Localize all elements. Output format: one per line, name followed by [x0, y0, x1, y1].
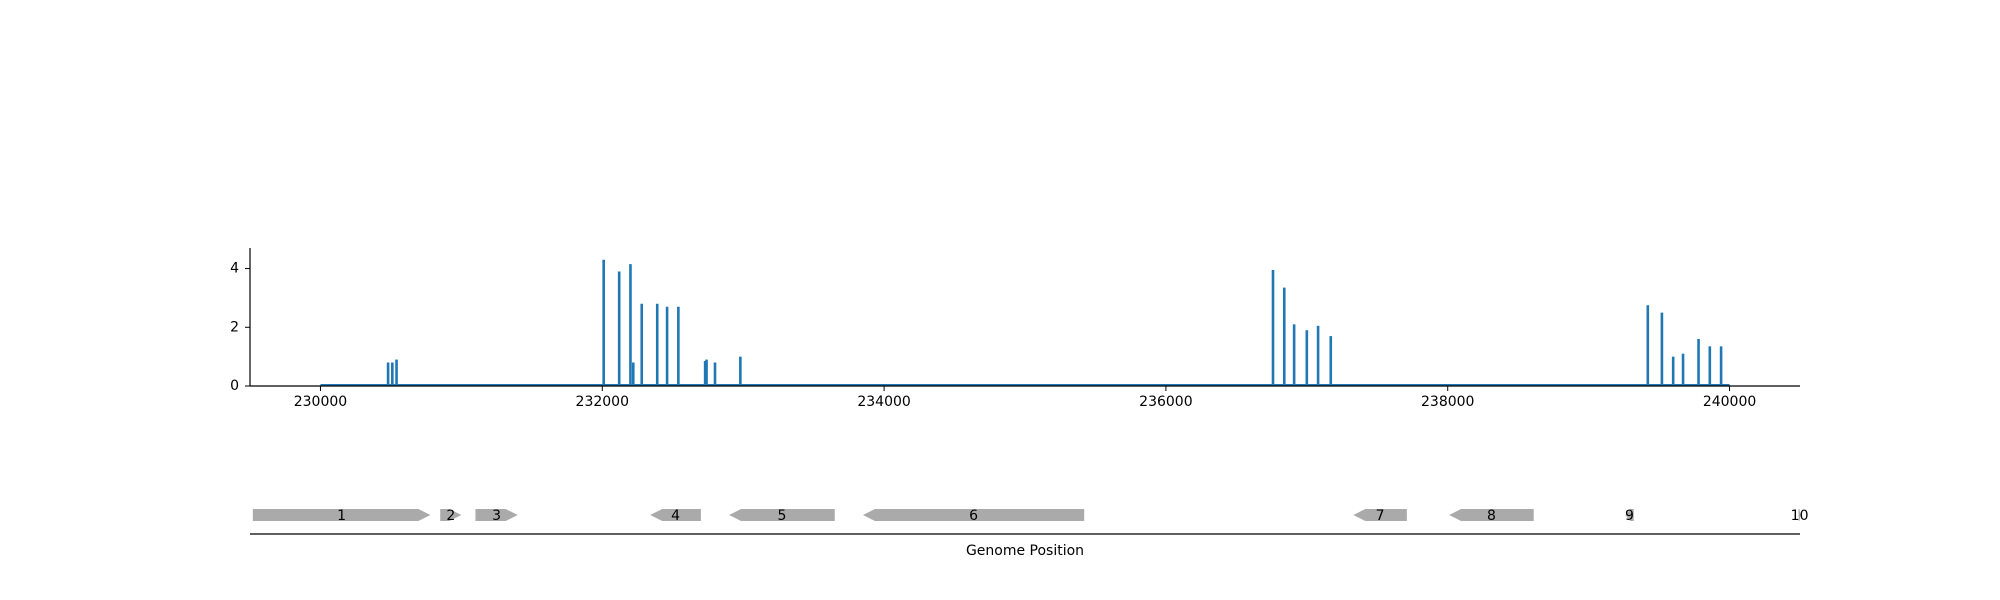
x-tick-label: 234000	[857, 394, 910, 410]
y-tick-label: 2	[230, 319, 239, 335]
gene-arrow	[475, 509, 518, 521]
gene-label: 1	[337, 508, 346, 524]
gene-label: 4	[671, 508, 680, 524]
x-ticks: 230000 232000 234000 236000 238000 240000	[294, 386, 1756, 410]
gene-label: 5	[777, 508, 786, 524]
signal-bars	[386, 259, 1723, 386]
signal-plot: 230000 232000 234000 236000 238000 240000 0 2 4	[230, 248, 1800, 410]
gene-label: 6	[969, 508, 978, 524]
gene-arrow	[252, 509, 431, 521]
gene-arrow	[729, 509, 835, 521]
x-tick-label: 238000	[1421, 394, 1474, 410]
x-tick-label: 236000	[1139, 394, 1192, 410]
gene-arrow	[1449, 509, 1534, 521]
gene-label: 8	[1487, 508, 1496, 524]
gene-label: 9	[1625, 508, 1634, 524]
y-ticks: 0 2 4	[230, 261, 250, 394]
gene-arrow	[440, 509, 462, 521]
gene-arrow	[1798, 509, 1801, 521]
gene-map: 1 2 3 4 5 6 7 8 9 10 Genome Position	[250, 508, 1809, 559]
gene-label: 3	[492, 508, 501, 524]
gene-label: 10	[1791, 508, 1809, 524]
gene-arrows: 1 2 3 4 5 6 7 8 9 10	[252, 508, 1809, 524]
gene-label: 2	[446, 508, 455, 524]
x-tick-label: 232000	[576, 394, 629, 410]
y-tick-label: 4	[230, 261, 239, 277]
x-tick-label: 230000	[294, 394, 347, 410]
gene-arrow	[1625, 509, 1634, 521]
gene-arrow	[1353, 509, 1407, 521]
gene-arrow	[862, 509, 1085, 521]
y-tick-label: 0	[230, 378, 239, 394]
x-tick-label: 240000	[1703, 394, 1756, 410]
gene-label: 7	[1376, 508, 1385, 524]
gene-arrow	[650, 509, 701, 521]
gene-axis-title: Genome Position	[966, 543, 1084, 559]
